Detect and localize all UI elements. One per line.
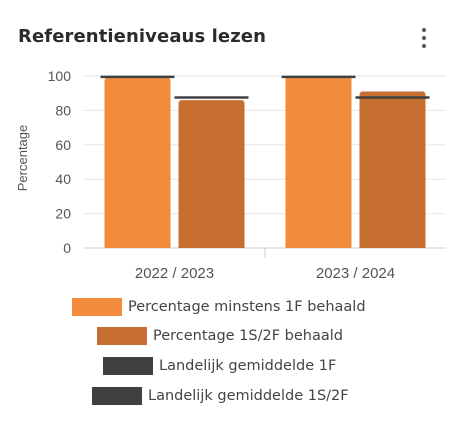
bar-chart: 0 20 40 60 80 100 Percentage 2022 / 2023 2023 / …	[15, 68, 446, 282]
y-tick-label: 40	[55, 171, 71, 187]
y-tick-label: 20	[55, 206, 71, 222]
kebab-dot	[422, 36, 426, 40]
legend-label: Percentage 1S/2F behaald	[153, 328, 343, 344]
bar-2	[359, 91, 426, 248]
y-tick-label: 80	[55, 102, 71, 118]
legend-swatch	[103, 357, 153, 375]
bar-2-base	[178, 244, 245, 248]
x-tick-label: 2022 / 2023	[135, 265, 214, 282]
legend-item[interactable]: Landelijk gemiddelde 1F	[103, 355, 336, 377]
legend-label: Landelijk gemiddelde 1F	[159, 358, 337, 374]
card-title: Referentieniveaus lezen	[18, 26, 267, 47]
legend-label: Landelijk gemiddelde 1S/2F	[148, 388, 349, 404]
legend-item[interactable]: Percentage 1S/2F behaald	[97, 325, 343, 347]
kebab-dot	[422, 28, 426, 32]
more-vertical-icon[interactable]	[412, 26, 436, 50]
y-tick-label: 100	[48, 68, 72, 84]
bar-1-base	[285, 244, 352, 248]
bar-2-base	[359, 244, 426, 248]
y-axis-title: Percentage	[15, 125, 30, 192]
bar-1	[285, 76, 352, 248]
legend-item[interactable]: Landelijk gemiddelde 1S/2F	[92, 385, 349, 407]
legend-item[interactable]: Percentage minstens 1F behaald	[72, 296, 366, 318]
legend-swatch	[97, 327, 147, 345]
y-tick-label: 0	[63, 240, 71, 256]
kebab-dot	[422, 44, 426, 48]
legend-swatch	[72, 298, 122, 316]
bar-1-base	[104, 244, 171, 248]
bar-2	[178, 100, 245, 248]
legend-swatch	[92, 387, 142, 405]
legend-label: Percentage minstens 1F behaald	[128, 299, 366, 315]
x-tick-label: 2023 / 2024	[316, 265, 395, 282]
bar-1	[104, 77, 171, 248]
y-tick-label: 60	[55, 137, 71, 153]
